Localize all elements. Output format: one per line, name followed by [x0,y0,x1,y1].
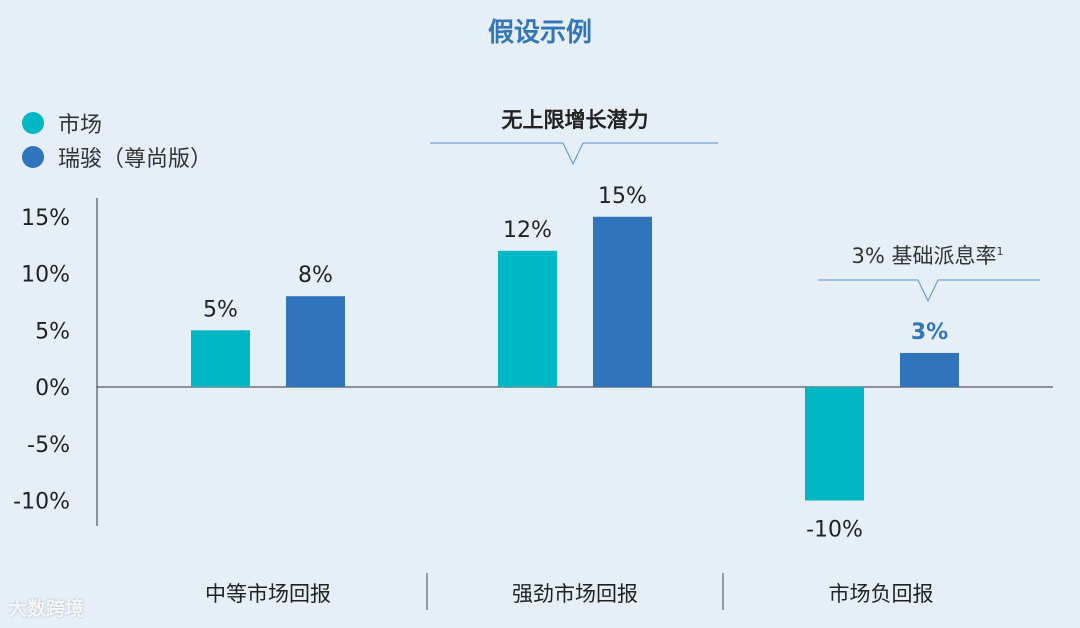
data-label: -10% [806,518,863,543]
bar [498,250,557,387]
bar [900,352,959,387]
y-tick-label: 0% [35,376,70,401]
legend-item-product: 瑞骏（尊尚版） [22,140,212,174]
bar [805,387,864,501]
annotation-footnote-marker: 1 [996,245,1004,258]
y-tick-label: 15% [21,206,70,231]
bar [286,296,345,387]
y-tick-label: -10% [13,490,70,515]
watermark: 大数跨境 [8,598,85,620]
legend-label-market: 市场 [58,113,103,138]
y-tick-label: 5% [35,319,70,344]
data-label: 5% [203,297,238,322]
bar [593,216,652,387]
annotation-callout-negative [818,279,1040,303]
legend: 市场 瑞骏（尊尚版） [22,106,212,174]
legend-item-market: 市场 [22,106,212,140]
data-label: 3% [911,320,948,345]
legend-swatch-market [22,112,44,134]
data-label: 12% [503,218,552,243]
data-label: 15% [598,184,647,209]
category-label-negative: 市场负回报 [828,582,934,606]
annotation-callout-strong [430,142,718,166]
annotation-base-payout-text: 3% 基础派息率 [851,244,997,268]
chart-title: 假设示例 [487,18,592,48]
legend-label-product: 瑞骏（尊尚版） [58,147,213,172]
category-label-moderate: 中等市场回报 [205,582,331,606]
annotation-unlimited-growth: 无上限增长潜力 [501,108,649,132]
y-tick-label: 10% [21,263,70,288]
data-label: 8% [298,263,333,288]
category-label-strong: 强劲市场回报 [512,582,638,606]
y-tick-label: -5% [27,433,70,458]
bar [191,330,250,387]
legend-swatch-product [22,146,44,168]
annotation-base-payout: 3% 基础派息率1 [815,240,1040,270]
